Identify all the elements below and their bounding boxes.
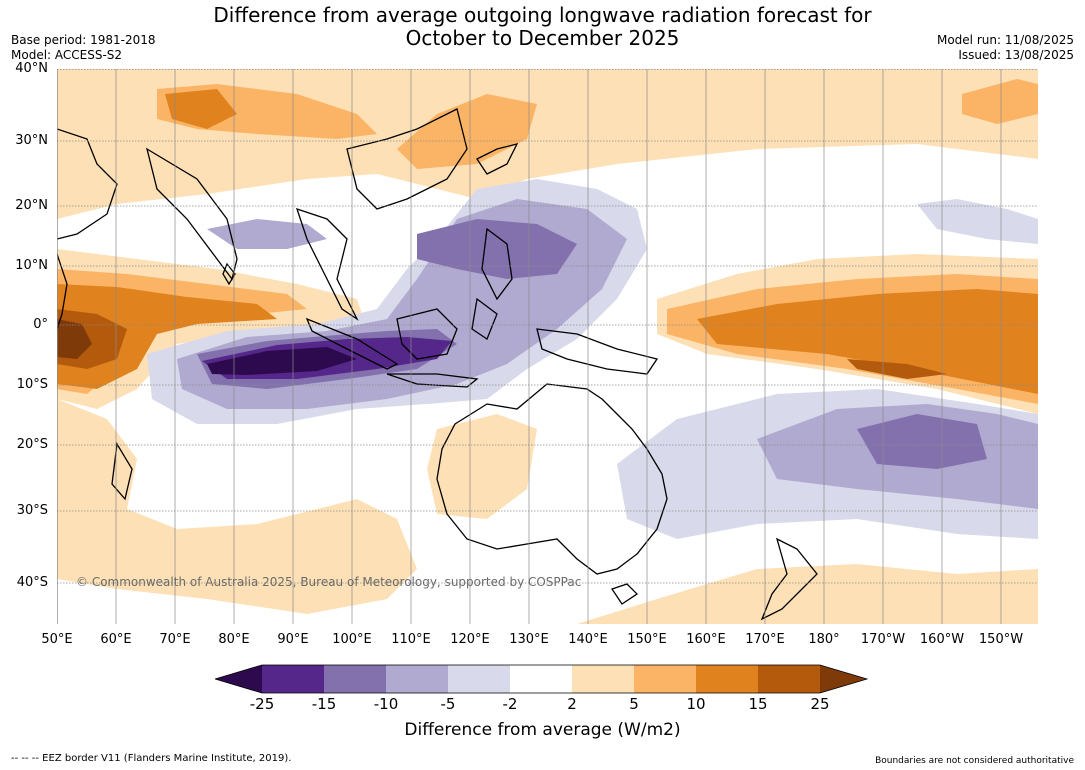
colorbar-tick-5: -2 (502, 695, 518, 713)
lon-label-70e: 70°E (159, 632, 191, 647)
colorbar-segment-7 (634, 665, 696, 693)
colorbar-segment-9 (758, 665, 820, 693)
lon-label-80e: 80°E (218, 632, 250, 647)
boundaries-disclaimer: Boundaries are not considered authoritat… (875, 756, 1074, 766)
colorbar-segment-6 (572, 665, 634, 693)
shading-east-asia-orange (397, 94, 537, 169)
shading-pacific-brown (847, 359, 947, 379)
shading-indian-ocean-darkest-purple (207, 347, 357, 375)
colorbar-tick-4: -5 (440, 695, 456, 713)
colorbar-tick-6: 2 (567, 695, 577, 713)
colorbar-segment-3 (386, 665, 448, 693)
lon-label-170e: 170°E (745, 632, 785, 647)
shading-philippine-sea-purple (417, 219, 577, 279)
lat-label-30s: 30°S (16, 503, 48, 518)
lat-label-40s: 40°S (16, 575, 48, 590)
lon-label-150w: 150°W (978, 632, 1024, 647)
colorbar-tick-1: -25 (249, 695, 275, 713)
colorbar-segment-5 (510, 665, 572, 693)
colorbar-title: Difference from average (W/m2) (404, 720, 681, 740)
meta-right: Model run: 11/08/2025 Issued: 13/08/2025 (937, 33, 1074, 63)
lon-label-60e: 60°E (100, 632, 132, 647)
shading-indian-ocean-darkest-brown (57, 319, 92, 359)
lon-label-120e: 120°E (450, 632, 490, 647)
lon-label-110e: 110°E (391, 632, 431, 647)
colorbar (215, 664, 869, 694)
lon-label-150e: 150°E (627, 632, 667, 647)
lat-label-40n: 40°N (15, 61, 48, 76)
lat-label-10n: 10°N (15, 258, 48, 273)
arabia-coastline (57, 128, 118, 240)
lat-label-20s: 20°S (16, 437, 48, 452)
olr-anomaly-map (57, 69, 1038, 624)
lon-label-160w: 160°W (919, 632, 965, 647)
colorbar-tick-3: -10 (373, 695, 399, 713)
shading-indian-ocean-dark-orange (57, 284, 277, 389)
colorbar-segment-4 (448, 665, 510, 693)
shading-south-pale-orange (577, 564, 1038, 624)
colorbar-tick-10: 25 (810, 695, 830, 713)
shading-himalaya-dark-orange (165, 89, 237, 129)
china-coastline (346, 108, 468, 210)
lon-label-170w: 170°W (860, 632, 906, 647)
shading-pacific-dark-orange (697, 289, 1038, 394)
madagascar-coastline (111, 442, 133, 501)
sulawesi-coastline (471, 297, 498, 340)
colorbar-tick-7: 5 (629, 695, 639, 713)
title-line-2: October to December 2025 (405, 26, 680, 50)
shading-southwest-pacific-purple (857, 414, 987, 469)
new-zealand-coastline (760, 537, 818, 621)
shading-bay-of-bengal-lavender (207, 219, 327, 249)
copyright-notice: © Commonwealth of Australia 2025, Bureau… (76, 575, 582, 589)
sumatra-coastline (305, 317, 399, 370)
colorbar-segment-2 (324, 665, 386, 693)
colorbar-tick-9: 15 (748, 695, 768, 713)
tasmania-coastline (610, 583, 639, 605)
lon-label-160e: 160°E (686, 632, 726, 647)
lat-label-0: 0° (33, 317, 48, 332)
colorbar-arrow-left (215, 665, 262, 693)
model-name: Model: ACCESS-S2 (11, 48, 123, 62)
issued-date: Issued: 13/08/2025 (958, 48, 1074, 62)
model-run: Model run: 11/08/2025 (936, 33, 1074, 47)
eez-border-note: -- -- -- EEZ border V11 (Flanders Marine… (11, 753, 292, 764)
meta-left: Base period: 1981-2018 Model: ACCESS-S2 (11, 33, 156, 63)
lon-label-180: 180° (808, 632, 840, 647)
lat-label-10s: 10°S (16, 377, 48, 392)
map-svg (57, 69, 1038, 624)
colorbar-tick-2: -15 (311, 695, 337, 713)
japan-coastline (476, 143, 519, 175)
colorbar-tick-8: 10 (686, 695, 706, 713)
colorbar-segment-1 (262, 665, 324, 693)
lat-label-20n: 20°N (15, 198, 48, 213)
longitude-lines (57, 69, 1002, 624)
shading-southwest-pale-orange (57, 399, 417, 614)
map-title: Difference from average outgoing longwav… (0, 4, 1085, 50)
shading-north-pacific-light-lavender (917, 199, 1038, 244)
borneo-coastline (396, 308, 458, 360)
lon-label-140e: 140°E (568, 632, 608, 647)
indochina-coastline (295, 207, 359, 321)
lon-label-130e: 130°E (509, 632, 549, 647)
lat-label-30n: 30°N (15, 133, 48, 148)
base-period: Base period: 1981-2018 (11, 33, 156, 47)
java-coastline (386, 373, 479, 388)
africa-coastline (57, 253, 68, 330)
title-line-1: Difference from average outgoing longwav… (213, 3, 872, 27)
lon-label-50e: 50°E (41, 632, 73, 647)
lon-label-100e: 100°E (332, 632, 372, 647)
sri-lanka-coastline (222, 262, 236, 286)
philippines-coastline (481, 227, 513, 301)
colorbar-segment-8 (696, 665, 758, 693)
shading-west-australia-pale-orange (427, 414, 537, 519)
shading-northeast-pacific-orange (962, 79, 1038, 124)
colorbar-arrow-right (820, 665, 867, 693)
lon-label-90e: 90°E (277, 632, 309, 647)
